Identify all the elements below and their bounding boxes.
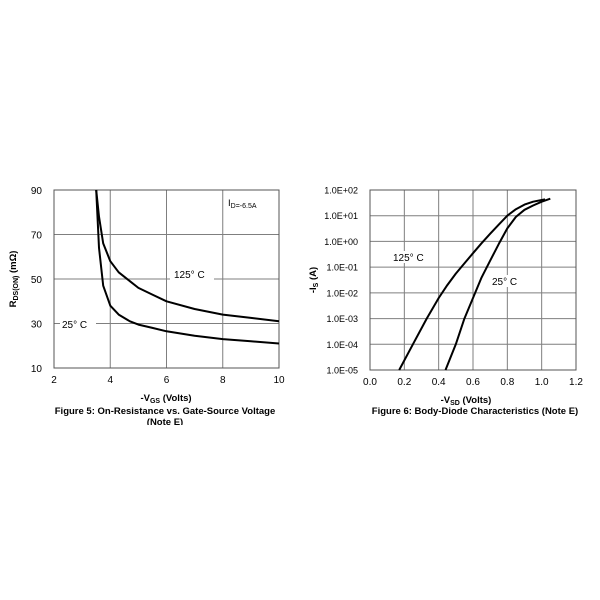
figure-5-caption-note: (Note E) [146, 417, 184, 425]
series-label-25c: 25° C [62, 320, 87, 331]
figure-6-plot: 0.0 0.2 0.4 0.6 0.8 1.0 1.2 1.0E-05 1.0E-04 1.0E-… [308, 186, 583, 408]
y-tick-label: 1.0E-01 [326, 263, 358, 273]
x-tick-label: 0.4 [432, 377, 446, 388]
series-label-bg [60, 319, 96, 331]
figure-6-caption: Figure 6: Body-Diode Characteristics (No… [371, 406, 579, 417]
drain-current-annotation: ID=-6.5A [228, 198, 257, 210]
x-tick-label: 8 [220, 375, 226, 386]
series-label-25c: 25° C [492, 277, 517, 288]
series-line-1 [95, 189, 280, 345]
y-tick-label: 50 [31, 275, 43, 286]
y-axis-label: RDS(ON) (mΩ) [8, 251, 20, 308]
series-line-0 [398, 198, 546, 371]
x-axis-label: -VGS (Volts) [140, 393, 191, 405]
y-tick-label: 1.0E-02 [326, 288, 358, 298]
y-tick-label: 70 [31, 231, 43, 242]
x-tick-label: 0.6 [466, 377, 480, 388]
y-tick-label: 1.0E-04 [326, 340, 358, 350]
y-tick-label: 90 [31, 186, 43, 197]
series-line-0 [95, 189, 280, 323]
figure-6-chart: 0.0 0.2 0.4 0.6 0.8 1.0 1.2 1.0E-05 1.0E-04 1.0E-… [308, 186, 583, 408]
y-axis-label: -IS (A) [308, 267, 320, 293]
figure-5-chart: 2 4 6 8 10 10 30 50 70 90 -VGS (Volts) RDS(ON) (mΩ)… [8, 186, 285, 405]
series-label-125c: 125° C [393, 253, 424, 264]
series-line-1 [444, 197, 551, 371]
x-tick-label: 1.0 [535, 377, 549, 388]
y-tick-label: 1.0E+01 [324, 211, 358, 221]
x-tick-label: 4 [107, 375, 113, 386]
figure-6-panel: 0.0 0.2 0.4 0.6 0.8 1.0 1.2 1.0E-05 1.0E-04 1.0E-… [300, 160, 600, 430]
figure-5-plot: 2 4 6 8 10 10 30 50 70 90 -VGS (Volts) RDS(ON) (mΩ)… [8, 186, 285, 405]
y-tick-label: 30 [31, 320, 43, 331]
x-tick-label: 2 [51, 375, 57, 386]
y-tick-label: 1.0E-03 [326, 314, 358, 324]
series-label-bg [490, 275, 526, 287]
y-tick-label: 1.0E+02 [324, 186, 358, 196]
y-tick-label: 1.0E-05 [326, 366, 358, 376]
x-tick-label: 0.0 [363, 377, 377, 388]
series-label-bg [391, 251, 431, 263]
x-tick-label: 10 [273, 375, 285, 386]
x-tick-label: 0.8 [500, 377, 514, 388]
series-label-125c: 125° C [174, 270, 205, 281]
x-tick-label: 0.2 [397, 377, 411, 388]
figure-5-caption: Figure 5: On-Resistance vs. Gate-Source … [54, 406, 276, 417]
series-label-bg [170, 269, 214, 281]
plot-frame [369, 189, 577, 371]
x-axis-label: -VSD (Volts) [441, 395, 492, 407]
plot-frame [53, 189, 280, 369]
y-tick-label: 1.0E+00 [324, 237, 358, 247]
x-tick-label: 6 [164, 375, 170, 386]
figure-5-panel: 2 4 6 8 10 10 30 50 70 90 -VGS (Volts) RDS(ON) (mΩ)… [0, 160, 300, 430]
x-tick-label: 1.2 [569, 377, 583, 388]
y-tick-label: 10 [31, 364, 43, 375]
